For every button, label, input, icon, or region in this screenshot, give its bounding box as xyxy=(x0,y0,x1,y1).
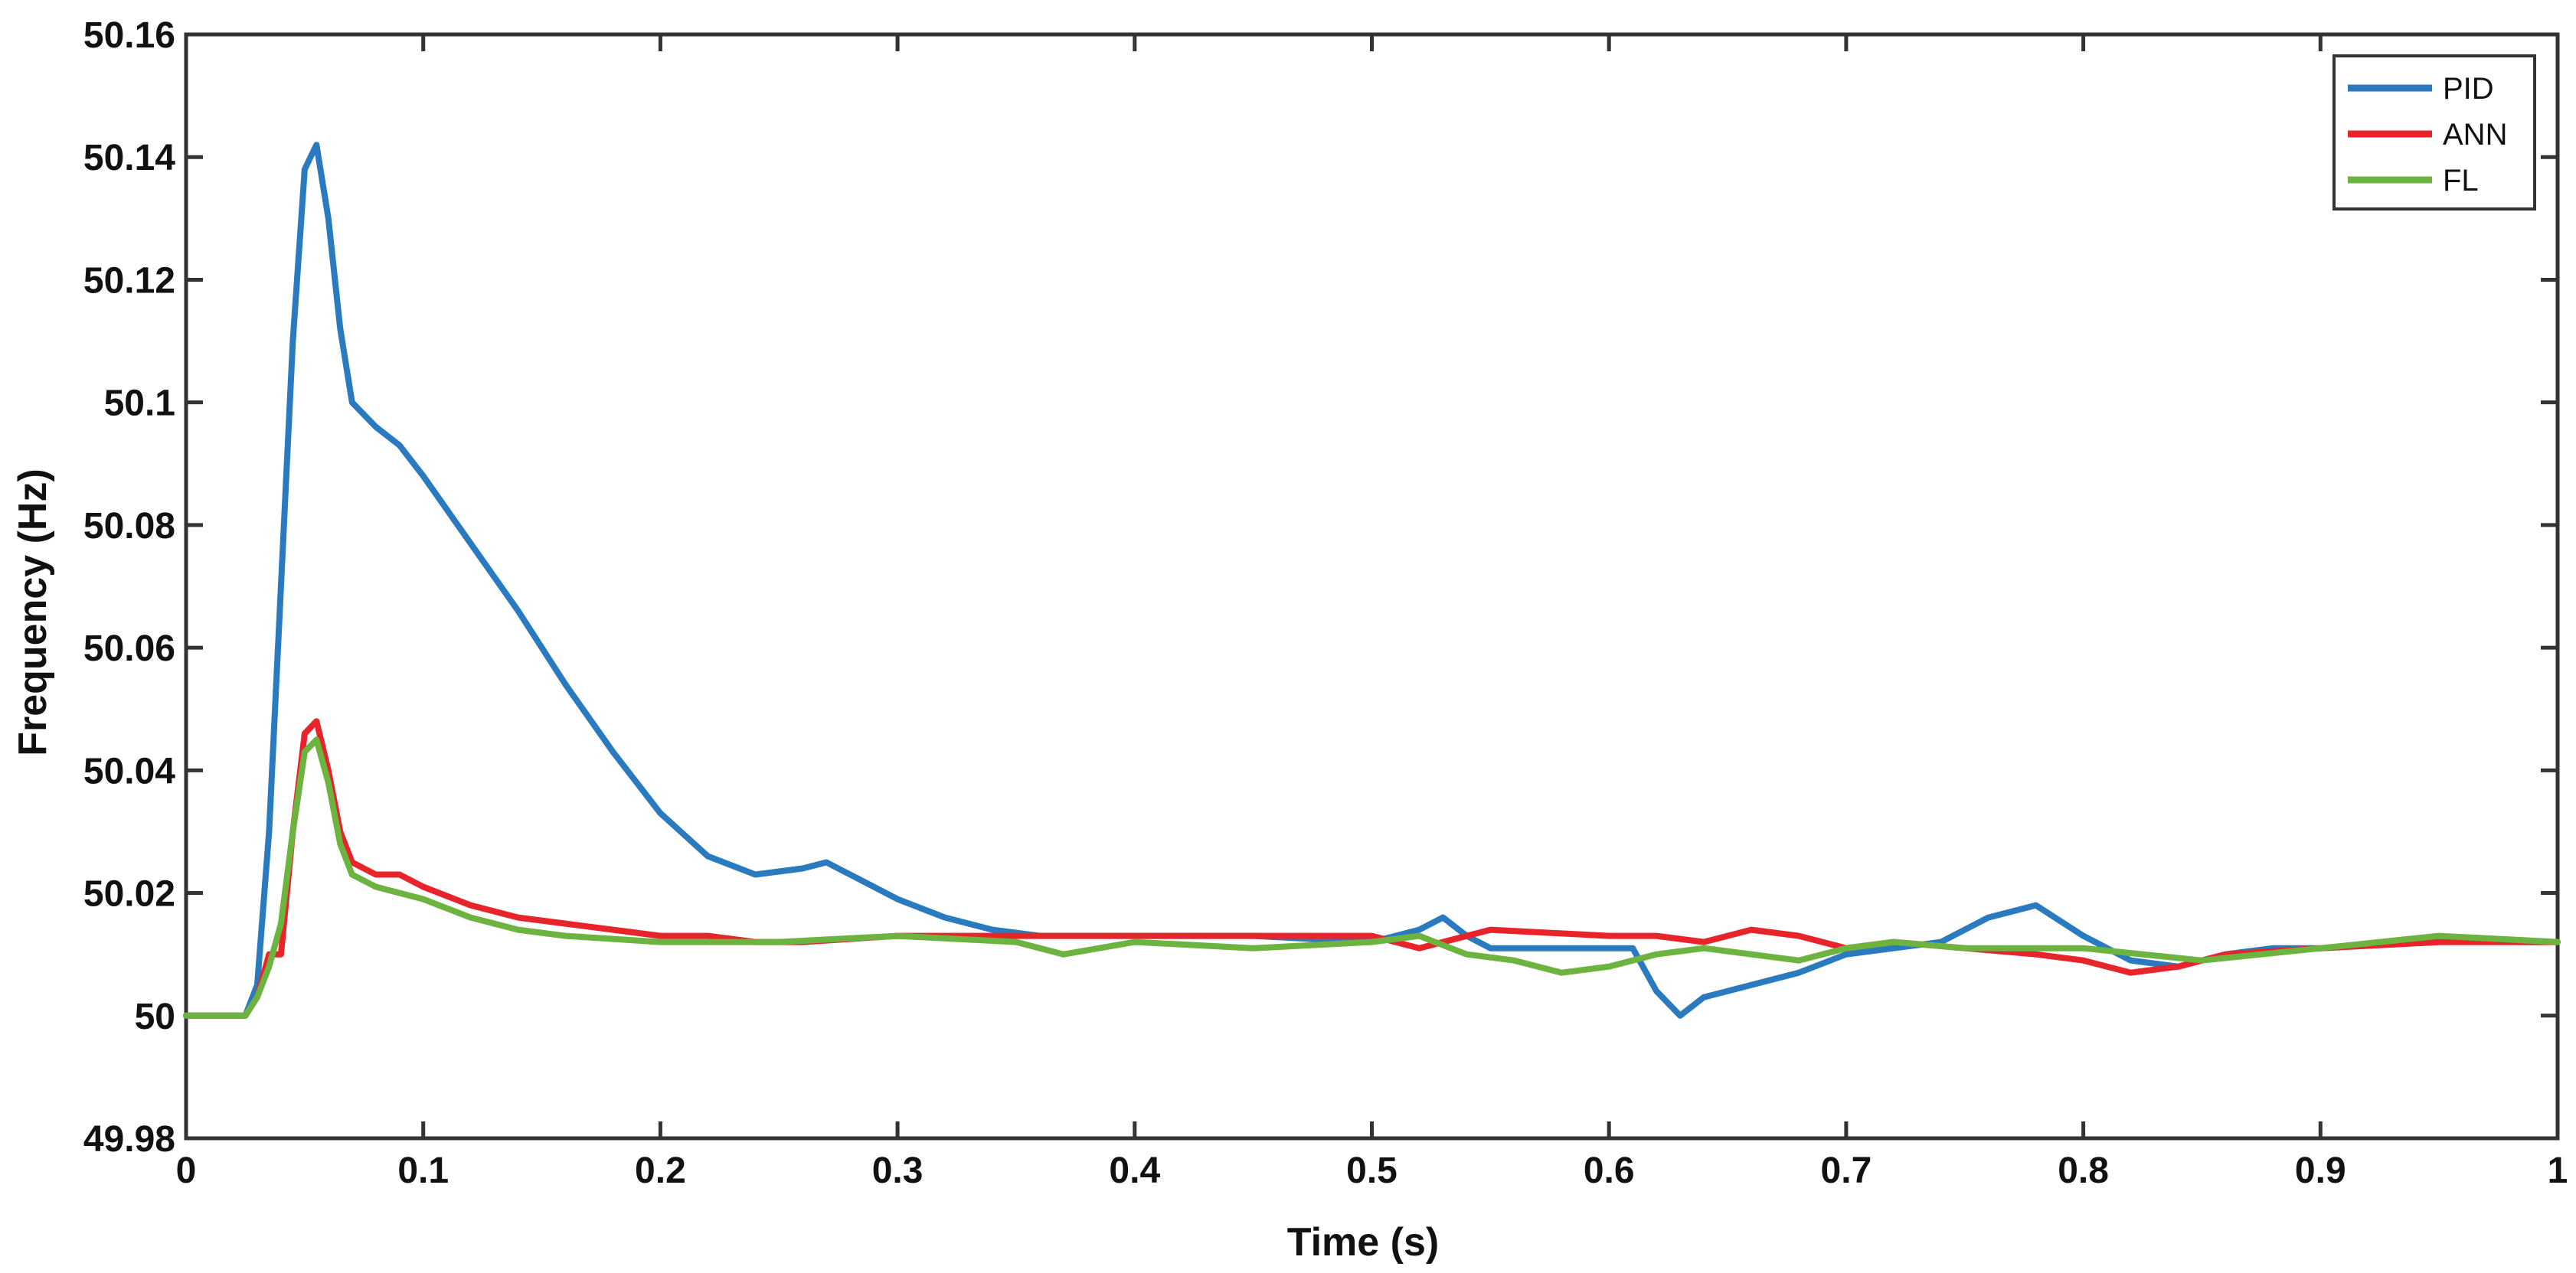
x-tick-label: 0.6 xyxy=(1584,1151,1635,1191)
y-tick-label: 50.04 xyxy=(83,751,175,792)
x-tick-label: 0 xyxy=(176,1151,197,1191)
x-tick-label: 1 xyxy=(2548,1151,2568,1191)
y-tick-label: 49.98 xyxy=(83,1119,175,1160)
legend-label-ann: ANN xyxy=(2443,118,2507,152)
x-tick-label: 0.5 xyxy=(1346,1151,1398,1191)
legend-label-pid: PID xyxy=(2443,72,2494,106)
y-tick-label: 50.12 xyxy=(83,260,175,301)
x-tick-label: 0.9 xyxy=(2295,1151,2346,1191)
y-tick-label: 50.08 xyxy=(83,506,175,547)
x-tick-label: 0.7 xyxy=(1821,1151,1872,1191)
x-tick-label: 0.4 xyxy=(1109,1151,1160,1191)
y-tick-label: 50.02 xyxy=(83,874,175,915)
y-tick-label: 50 xyxy=(135,997,175,1037)
series-line-fl xyxy=(183,736,2561,1019)
plot-area: 0 0.1 0.2 0.3 0.4 0.5 0.6 0.7 0.8 0.9 1 49.98 50 50.0… xyxy=(83,15,2568,1191)
x-tick-label: 0.2 xyxy=(635,1151,686,1191)
legend-label-fl: FL xyxy=(2443,164,2479,197)
y-tick-label: 50.14 xyxy=(83,138,175,178)
x-tick-label: 0.8 xyxy=(2058,1151,2109,1191)
plot-frame xyxy=(184,32,2560,1141)
y-tick-label: 50.1 xyxy=(104,384,175,424)
x-axis-label: Time (s) xyxy=(1287,1220,1439,1265)
y-tick-label: 50.16 xyxy=(83,15,175,56)
x-tick-label: 0.3 xyxy=(872,1151,924,1191)
y-axis-label: Frequency (Hz) xyxy=(11,468,55,756)
y-tick-label: 50.06 xyxy=(83,628,175,669)
x-tick-label: 0.1 xyxy=(397,1151,449,1191)
